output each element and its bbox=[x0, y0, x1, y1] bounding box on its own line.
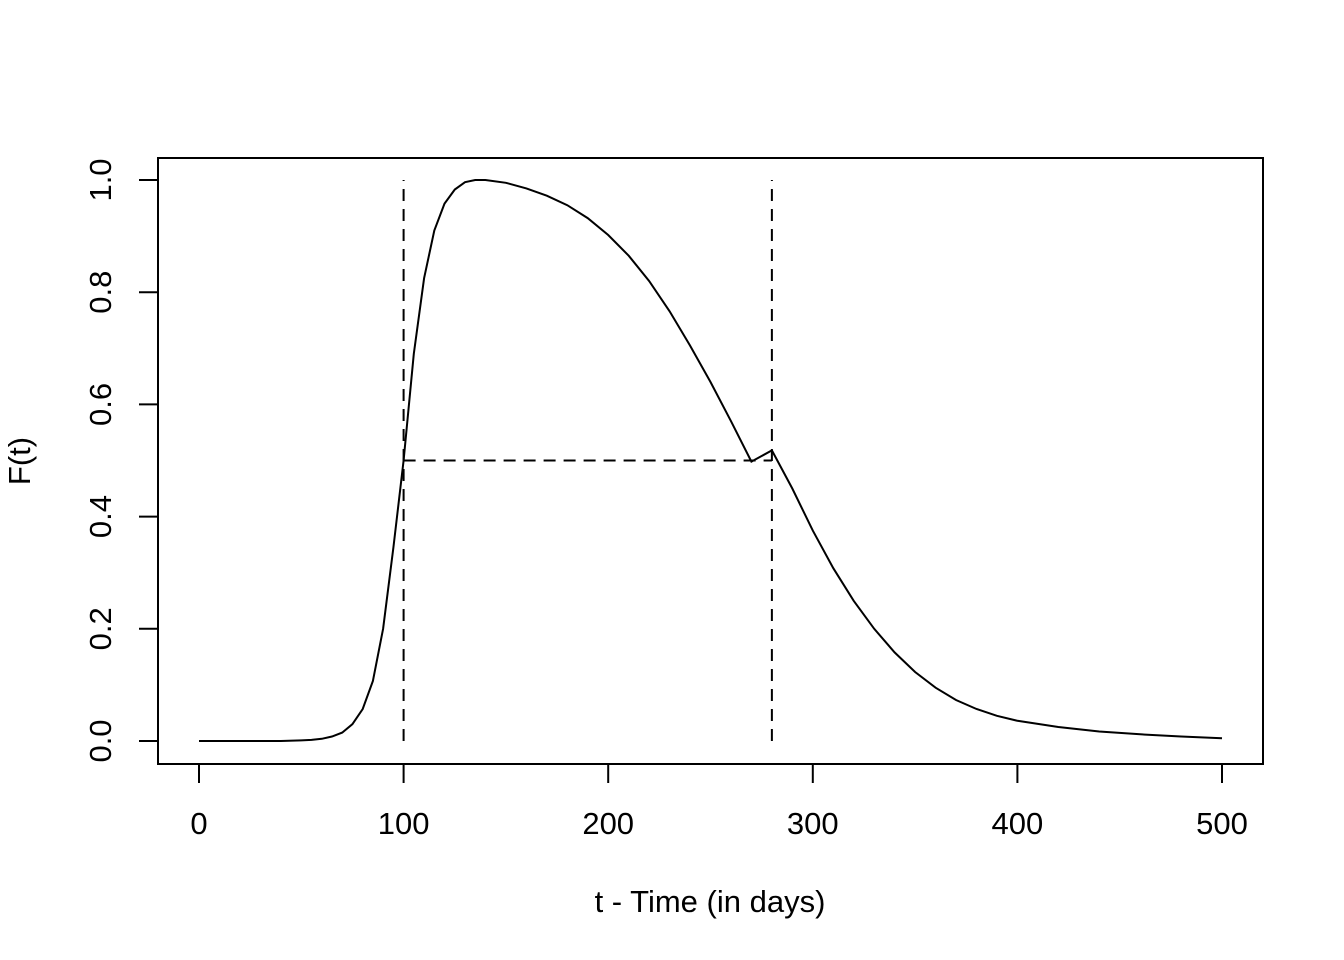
reference-lines bbox=[402, 180, 773, 741]
y-axis: 0.0 0.2 0.4 0.6 0.8 1.0 bbox=[83, 158, 159, 763]
x-axis-label: t - Time (in days) bbox=[595, 884, 826, 919]
series-line bbox=[199, 179, 1223, 742]
x-tick-label: 500 bbox=[1196, 806, 1248, 841]
x-tick-label: 200 bbox=[582, 806, 634, 841]
x-tick-label: 100 bbox=[378, 806, 430, 841]
y-axis-label: F(t) bbox=[2, 437, 37, 485]
y-tick-label: 0.8 bbox=[83, 271, 118, 314]
x-tick-label: 300 bbox=[787, 806, 839, 841]
y-tick-label: 0.4 bbox=[83, 495, 118, 538]
y-tick-label: 0.2 bbox=[83, 607, 118, 650]
y-tick-label: 0.6 bbox=[83, 383, 118, 426]
y-tick-label: 1.0 bbox=[83, 158, 118, 201]
x-tick-label: 0 bbox=[190, 806, 207, 841]
y-tick-label: 0.0 bbox=[83, 719, 118, 762]
x-axis: 0 100 200 300 400 500 bbox=[190, 763, 1248, 841]
x-tick-label: 400 bbox=[992, 806, 1044, 841]
